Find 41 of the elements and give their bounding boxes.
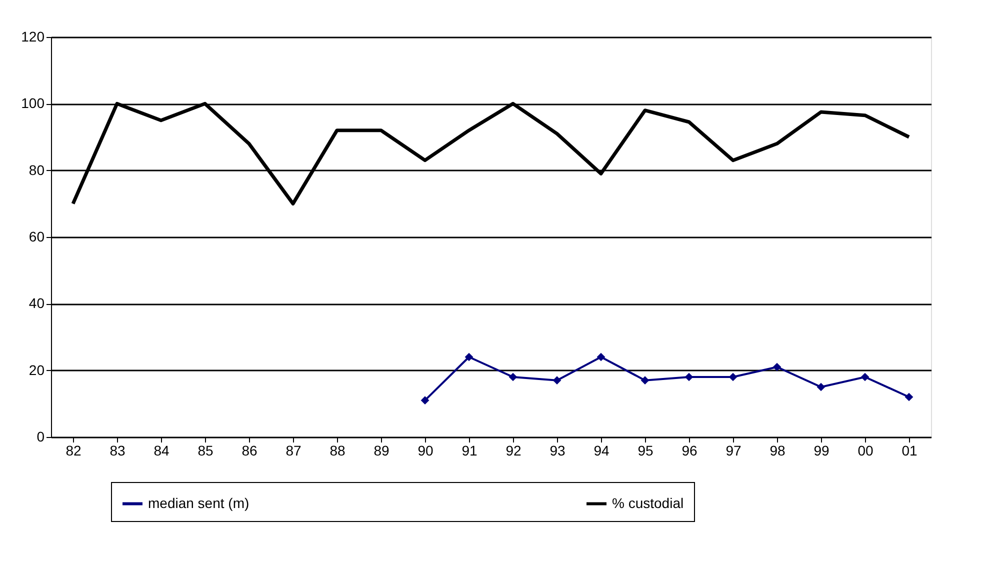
y-tick-label: 40: [28, 295, 45, 312]
x-tick-label: 92: [506, 442, 522, 458]
legend-label: median sent (m): [148, 494, 250, 511]
x-tick-label: 84: [154, 442, 170, 458]
x-tick-label: 95: [638, 442, 654, 458]
point: [816, 382, 826, 392]
x-tick-label: 89: [374, 442, 390, 458]
point: [508, 372, 518, 382]
point: [464, 352, 474, 362]
x-tick-label: 88: [330, 442, 346, 458]
x-tick-label: 00: [858, 442, 874, 458]
x-tick-label: 86: [242, 442, 258, 458]
y-tick-label: 0: [36, 428, 45, 444]
x-tick-label: 90: [418, 442, 434, 458]
point: [772, 362, 782, 372]
point: [728, 372, 738, 382]
x-tick-label: 87: [286, 442, 302, 458]
x-tick-label: 91: [462, 442, 478, 458]
point: [596, 352, 606, 362]
x-tick-label: 93: [550, 442, 566, 458]
x-tick-label: 01: [902, 442, 918, 458]
point: [684, 372, 694, 382]
x-tick-label: 83: [110, 442, 126, 458]
point: [552, 376, 562, 385]
x-tick-label: 85: [198, 442, 214, 458]
point: [860, 372, 870, 382]
y-tick-label: 60: [28, 228, 45, 244]
y-tick-label: 20: [28, 362, 45, 378]
x-tick-label: 97: [726, 442, 742, 458]
point: [420, 396, 430, 405]
legend-label: % custodial: [612, 494, 684, 511]
x-tick-label: 96: [682, 442, 698, 458]
point: [904, 392, 914, 402]
y-tick-label: 80: [28, 162, 45, 178]
x-tick-label: 82: [66, 442, 82, 458]
x-tick-label: 98: [770, 442, 786, 458]
x-tick-label: 94: [594, 442, 610, 458]
point: [640, 376, 650, 385]
x-tick-label: 99: [814, 442, 830, 458]
y-tick-label: 120: [21, 28, 45, 44]
y-tick-label: 100: [21, 95, 45, 112]
